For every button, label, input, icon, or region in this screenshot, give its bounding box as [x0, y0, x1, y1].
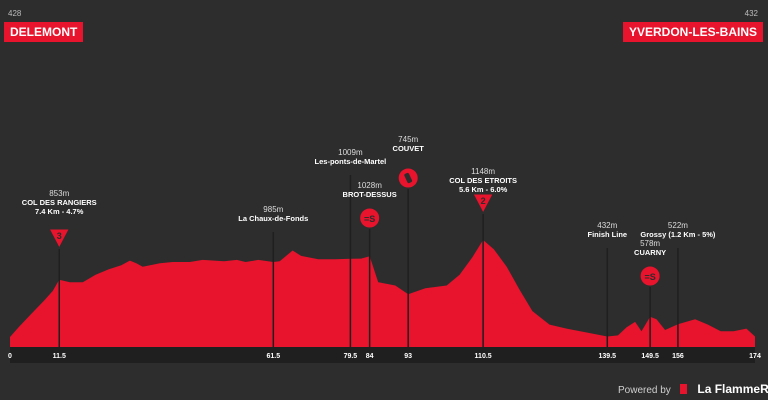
- point-name: Grossy (1.2 Km - 5%): [640, 230, 716, 239]
- point-elevation: 853m: [49, 189, 69, 198]
- point-name: La Chaux-de-Fonds: [238, 214, 308, 223]
- point-elevation: 1028m: [357, 181, 382, 190]
- point-elevation: 1148m: [471, 167, 495, 176]
- point-elevation: 578m: [640, 239, 660, 248]
- x-tick-label: 84: [366, 353, 374, 360]
- point-elevation: 522m: [668, 221, 688, 230]
- brand-name: La FlammeRouge: [697, 382, 768, 396]
- x-tick-label: 149.5: [641, 353, 659, 360]
- climb-cat-3-icon: [48, 228, 71, 250]
- point-name: COUVET: [393, 144, 425, 153]
- point-elevation: 1009m: [338, 148, 363, 157]
- sprint-icon: [639, 265, 661, 287]
- feed-bottle-icon: [404, 172, 413, 184]
- x-tick-label: 79.5: [344, 353, 358, 360]
- x-tick-label: 61.5: [267, 353, 281, 360]
- point-detail: 5.6 Km - 6.0%: [459, 185, 508, 194]
- point-elevation: 985m: [263, 205, 283, 214]
- climb-category-label: 3: [57, 231, 62, 241]
- start-elevation: 428: [8, 9, 22, 18]
- point-name: COL DES ETROITS: [449, 176, 517, 185]
- x-tick-label: 11.5: [53, 353, 66, 360]
- powered-by-text: Powered by: [618, 385, 671, 396]
- footer: Powered by La FlammeRouge: [618, 382, 768, 396]
- finish-elevation: 432: [744, 9, 758, 18]
- point-name: Les-ponts-de-Martel: [315, 157, 387, 166]
- sprint-symbol: =S: [644, 272, 655, 282]
- climb-category-label: 2: [481, 196, 486, 206]
- x-tick-label: 174: [749, 353, 761, 360]
- point-elevation: 745m: [398, 135, 418, 144]
- point-name: Finish Line: [587, 230, 627, 239]
- x-tick-label: 139.5: [599, 353, 617, 360]
- x-tick-label: 0: [8, 353, 12, 360]
- finish-badge: YVERDON-LES-BAINS: [622, 22, 763, 42]
- start-badge: DELEMONT: [4, 22, 84, 42]
- sprint-icon: [359, 207, 381, 229]
- point-name: COL DES RANGIERS: [22, 198, 97, 207]
- flamme-rouge-logo-icon: [679, 384, 687, 394]
- point-name: BROT-DESSUS: [343, 190, 397, 199]
- x-tick-label: 93: [404, 353, 412, 360]
- climb-cat-2-icon: [472, 193, 494, 215]
- point-detail: 7.4 Km - 4.7%: [35, 207, 84, 216]
- x-tick-label: 110.5: [475, 353, 492, 360]
- sprint-symbol: =S: [364, 214, 375, 224]
- profile-area: [10, 240, 755, 347]
- point-elevation: 432m: [597, 221, 617, 230]
- x-tick-label: 156: [672, 353, 684, 360]
- baseline-strip: [10, 347, 755, 363]
- point-name: CUARNY: [634, 248, 666, 257]
